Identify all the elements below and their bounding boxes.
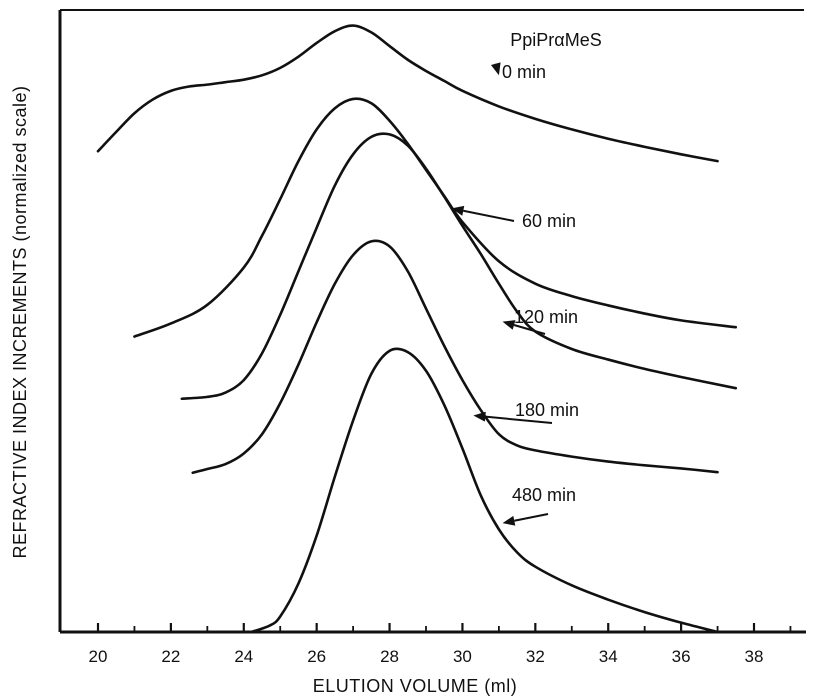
curve-0-min: [96, 24, 719, 163]
arrow-head: [502, 320, 516, 330]
x-tick-label: 36: [672, 647, 691, 666]
series-label: 0 min: [502, 62, 546, 82]
legend-title: PpiPrαMeS: [510, 30, 601, 50]
curve-480-min: [249, 347, 719, 634]
x-tick-label: 26: [307, 647, 326, 666]
x-tick-label: 30: [453, 647, 472, 666]
series-label: 60 min: [522, 211, 576, 231]
series-label: 120 min: [514, 307, 578, 327]
curve-60-min: [133, 97, 738, 338]
arrow-head: [473, 411, 486, 422]
arrow-line: [463, 209, 515, 222]
series-label: 180 min: [515, 400, 579, 420]
curve-labels-group: 0 min 60 min 120 min 180 min 480 min: [451, 62, 579, 526]
arrow-line: [485, 415, 553, 424]
x-tick-label: 32: [526, 647, 545, 666]
arrow-head: [451, 205, 465, 216]
arrow-head: [502, 515, 516, 526]
x-tick-label: 20: [89, 647, 108, 666]
arrow-head: [490, 62, 501, 76]
curve-180-min: [191, 239, 719, 475]
x-axis-ticks: 20 22 24 26 28 30 32 34 36 38: [89, 623, 792, 666]
curves-group: [96, 24, 738, 634]
curve-120-min: [180, 132, 738, 401]
arrow-line: [513, 324, 546, 335]
x-tick-label: 38: [745, 647, 764, 666]
x-tick-label: 28: [380, 647, 399, 666]
x-tick-label: 24: [234, 647, 253, 666]
x-axis-title: ELUTION VOLUME (ml): [313, 676, 518, 696]
y-axis-title: REFRACTIVE INDEX INCREMENTS (normalized …: [10, 85, 30, 558]
x-tick-label: 34: [599, 647, 618, 666]
arrow-line: [514, 513, 549, 522]
series-label: 480 min: [512, 485, 576, 505]
x-tick-label: 22: [161, 647, 180, 666]
